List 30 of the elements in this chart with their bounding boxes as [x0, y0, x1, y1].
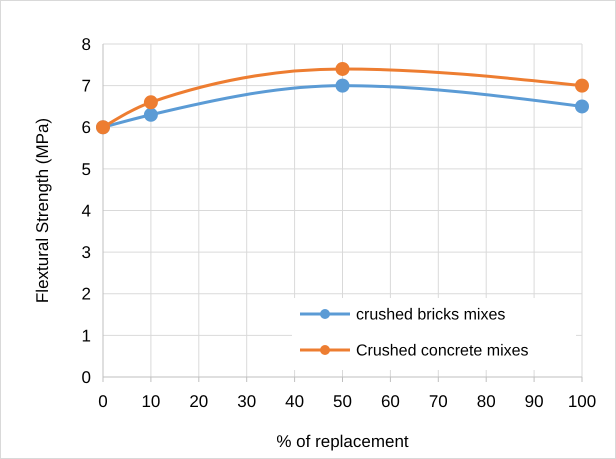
x-tick-label: 80	[476, 392, 496, 411]
point	[144, 95, 158, 110]
y-tick-label: 3	[82, 243, 91, 262]
point	[336, 62, 350, 76]
x-tick-label: 0	[98, 392, 108, 411]
x-tick-label: 90	[524, 392, 544, 411]
point	[575, 99, 589, 114]
x-tick-label: 50	[333, 392, 352, 411]
x-tick-label: 40	[285, 392, 304, 411]
point	[144, 108, 158, 122]
x-tick-label: 20	[189, 392, 208, 411]
y-tick-label: 5	[82, 160, 91, 179]
y-tick-label: 4	[82, 201, 91, 220]
y-tick-label: 0	[82, 368, 91, 387]
x-axis-title: % of replacement	[276, 432, 409, 451]
x-tick-label: 70	[428, 392, 448, 411]
y-tick-label: 8	[82, 34, 91, 54]
y-tick-label: 1	[82, 326, 91, 346]
x-tick-label: 30	[237, 392, 256, 411]
y-tick-label: 6	[82, 118, 91, 138]
x-tick-label: 100	[568, 392, 596, 411]
point	[336, 78, 350, 93]
point	[575, 78, 589, 93]
legend-label: crushed bricks mixes	[356, 306, 506, 324]
y-tick-label: 2	[82, 284, 91, 304]
x-tick-label: 10	[141, 392, 160, 411]
x-tick-label: 60	[380, 392, 400, 411]
legend-label: Crushed concrete mixes	[356, 342, 529, 360]
y-axis-title: Flextural Strength (MPa)	[33, 118, 52, 304]
y-tick-label: 7	[82, 76, 91, 96]
